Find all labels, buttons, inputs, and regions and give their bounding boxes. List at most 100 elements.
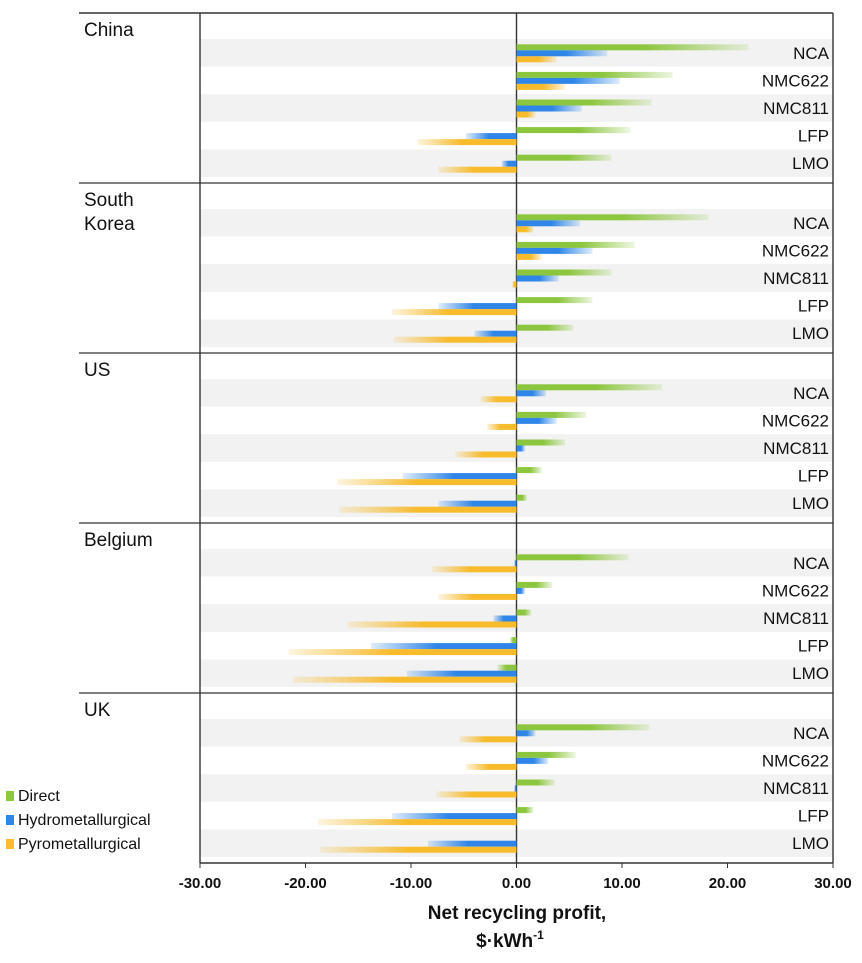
bar-direct-lfp bbox=[516, 807, 534, 814]
bar-pyrometallurgical-nca bbox=[432, 566, 517, 573]
x-tick-label: 30.00 bbox=[814, 875, 852, 892]
bar-hydrometallurgical-nmc811 bbox=[516, 105, 582, 112]
bar-hydrometallurgical-nmc811 bbox=[514, 785, 517, 792]
bar-direct-nmc622 bbox=[516, 751, 576, 758]
bar-hydrometallurgical-nca bbox=[514, 560, 517, 567]
bar-pyrometallurgical-nmc622 bbox=[438, 593, 517, 600]
bar-pyrometallurgical-nmc622 bbox=[516, 83, 566, 90]
category-label: NMC811 bbox=[763, 609, 829, 628]
bar-direct-nca bbox=[516, 554, 629, 561]
category-label: LFP bbox=[798, 127, 829, 146]
category-label: NMC622 bbox=[762, 751, 829, 770]
bar-direct-nmc811 bbox=[516, 609, 532, 616]
x-tick-label: -10.00 bbox=[390, 875, 433, 892]
bar-direct-nmc622 bbox=[516, 581, 553, 588]
bar-pyrometallurgical-lfp bbox=[417, 139, 517, 146]
bar-hydrometallurgical-lfp bbox=[402, 473, 517, 480]
bar-direct-lfp bbox=[516, 127, 631, 134]
bar-hydrometallurgical-lmo bbox=[406, 670, 517, 677]
bar-pyrometallurgical-lmo bbox=[339, 506, 517, 513]
category-label: NMC622 bbox=[762, 71, 829, 90]
bar-direct-nca bbox=[516, 724, 650, 731]
x-axis-title: Net recycling profit, $·kWh-1 bbox=[428, 903, 606, 952]
bar-direct-lmo bbox=[516, 154, 612, 161]
bar-pyrometallurgical-nca bbox=[459, 736, 517, 743]
bar-pyrometallurgical-nmc811 bbox=[347, 621, 517, 628]
bar-direct-nmc622 bbox=[516, 411, 587, 418]
legend-label-pyrometallurgical: Pyrometallurgical bbox=[18, 836, 141, 853]
category-label: NCA bbox=[793, 724, 830, 743]
bar-hydrometallurgical-nca bbox=[516, 50, 608, 57]
category-label: NMC622 bbox=[762, 581, 829, 600]
bar-pyrometallurgical-lfp bbox=[392, 309, 517, 316]
x-axis-title-line2: $·kWh-1 bbox=[476, 928, 544, 952]
bar-direct-nmc622 bbox=[516, 71, 673, 78]
bar-direct-nca bbox=[516, 214, 709, 221]
legend-swatch-pyrometallurgical bbox=[6, 839, 14, 849]
legend-label-direct: Direct bbox=[18, 788, 60, 805]
category-label: LFP bbox=[798, 807, 829, 826]
bar-direct-nca bbox=[516, 384, 663, 391]
bar-pyrometallurgical-nmc622 bbox=[486, 423, 517, 430]
bar-pyrometallurgical-nmc811 bbox=[436, 791, 517, 798]
legend-label-hydrometallurgical: Hydrometallurgical bbox=[18, 812, 151, 829]
category-label: LMO bbox=[792, 664, 829, 683]
bar-pyrometallurgical-lmo bbox=[394, 336, 517, 343]
region-label: Korea bbox=[84, 214, 135, 235]
x-tick-label: 10.00 bbox=[603, 875, 641, 892]
x-tick-label: -20.00 bbox=[284, 875, 327, 892]
category-label: NMC622 bbox=[762, 241, 829, 260]
legend: Direct Hydrometallurgical Pyrometallurgica… bbox=[6, 788, 151, 853]
x-axis-unit: $·kWh bbox=[476, 931, 533, 952]
bar-pyrometallurgical-nca bbox=[516, 56, 557, 63]
bar-hydrometallurgical-lmo bbox=[474, 330, 517, 337]
bar-direct-lmo bbox=[516, 494, 528, 501]
region-label: China bbox=[84, 20, 134, 41]
bar-hydrometallurgical-nmc811 bbox=[516, 275, 559, 282]
bar-hydrometallurgical-lfp bbox=[465, 133, 517, 140]
category-label: NCA bbox=[793, 384, 830, 403]
bar-hydrometallurgical-lfp bbox=[392, 813, 517, 820]
bar-pyrometallurgical-nmc811 bbox=[512, 281, 517, 288]
bar-pyrometallurgical-nmc811 bbox=[455, 451, 517, 458]
bar-hydrometallurgical-lmo bbox=[438, 500, 517, 507]
bar-pyrometallurgical-lmo bbox=[292, 676, 517, 683]
bar-direct-lfp bbox=[516, 297, 593, 304]
bar-hydrometallurgical-lmo bbox=[501, 160, 517, 167]
x-tick-label: 0.00 bbox=[502, 875, 531, 892]
category-label: NMC622 bbox=[762, 411, 829, 430]
category-label: LMO bbox=[792, 154, 829, 173]
bar-pyrometallurgical-nmc622 bbox=[465, 763, 517, 770]
bar-hydrometallurgical-lfp bbox=[438, 303, 517, 310]
x-axis-unit-exponent: -1 bbox=[533, 928, 544, 942]
category-label: LMO bbox=[792, 324, 829, 343]
category-label: LMO bbox=[792, 494, 829, 513]
bar-direct-lmo bbox=[516, 324, 574, 331]
x-axis-title-line1: Net recycling profit, bbox=[428, 903, 606, 924]
bar-hydrometallurgical-nmc811 bbox=[493, 615, 517, 622]
bar-pyrometallurgical-nmc622 bbox=[516, 253, 542, 260]
bar-hydrometallurgical-nca bbox=[516, 390, 547, 397]
x-tick-label: 20.00 bbox=[709, 875, 747, 892]
bar-pyrometallurgical-nca bbox=[480, 396, 517, 403]
bar-hydrometallurgical-nmc622 bbox=[516, 77, 620, 84]
category-label: LFP bbox=[798, 297, 829, 316]
bar-pyrometallurgical-nmc811 bbox=[516, 111, 536, 118]
bar-direct-lfp bbox=[510, 637, 517, 644]
bar-direct-nmc811 bbox=[516, 439, 566, 446]
bar-pyrometallurgical-lmo bbox=[320, 846, 517, 853]
category-label: NCA bbox=[793, 44, 830, 63]
bar-pyrometallurgical-lfp bbox=[337, 479, 517, 486]
category-label: NCA bbox=[793, 554, 830, 573]
bar-direct-nmc622 bbox=[516, 241, 635, 248]
bar-hydrometallurgical-nmc622 bbox=[516, 587, 525, 594]
region-label: US bbox=[84, 360, 110, 381]
category-label: NMC811 bbox=[763, 779, 829, 798]
legend-swatch-direct bbox=[6, 791, 14, 801]
bars bbox=[288, 44, 749, 853]
bar-hydrometallurgical-nmc622 bbox=[516, 247, 593, 254]
region-label: Belgium bbox=[84, 530, 153, 551]
category-label: NCA bbox=[793, 214, 830, 233]
region-label: UK bbox=[84, 700, 111, 721]
